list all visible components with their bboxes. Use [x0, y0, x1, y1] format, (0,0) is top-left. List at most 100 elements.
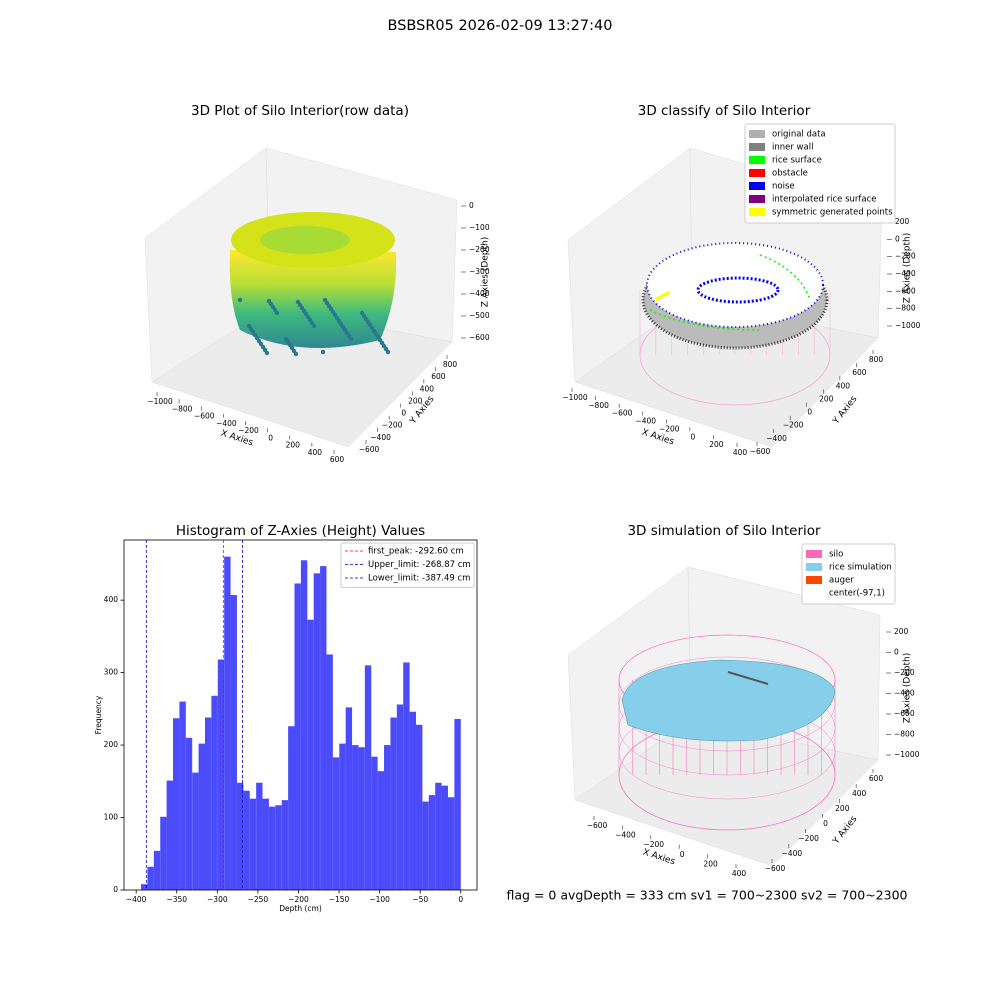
noise-cluster	[696, 276, 780, 304]
z-tick-label: −400	[895, 269, 916, 278]
legend-swatch	[749, 169, 765, 177]
bar	[307, 619, 314, 890]
point	[359, 310, 365, 316]
x-tick-label: 0	[680, 850, 685, 859]
z-tick-label: −300	[469, 267, 490, 276]
x-axis-label: X Axies	[641, 848, 676, 868]
z-tick-label: 200	[894, 627, 909, 636]
bar	[409, 711, 417, 890]
point-cloud-body	[229, 250, 397, 348]
x-tick-label: −200	[659, 424, 680, 433]
y-tick-label: −400	[766, 434, 787, 443]
bar	[236, 782, 244, 890]
x-tick-label: −800	[588, 401, 609, 410]
bar	[390, 717, 397, 890]
y-tick-label: −600	[765, 864, 786, 873]
axis-pane	[574, 299, 879, 448]
x-tick-label: −350	[166, 895, 187, 904]
point-cloud-hole	[260, 226, 350, 254]
z-tick-label: −500	[469, 311, 490, 320]
x-tick-label: 200	[709, 440, 724, 449]
z-tick-label: 200	[895, 217, 910, 226]
legend-label: noise	[772, 182, 795, 192]
bar	[192, 772, 199, 890]
z-tick-label: −1000	[894, 750, 920, 759]
y-tick-label: 600	[852, 368, 867, 377]
y-tick-label: −400	[782, 849, 803, 858]
bar	[288, 726, 295, 890]
bar	[211, 695, 218, 890]
x-tick-label: 200	[703, 859, 718, 868]
status-line: flag = 0 avgDepth = 333 cm sv1 = 700~230…	[507, 888, 908, 903]
chart-title: 3D Plot of Silo Interior(row data)	[191, 103, 409, 119]
bar	[224, 556, 231, 890]
bar	[447, 797, 455, 890]
bar	[141, 884, 148, 890]
legend-label: silo	[829, 550, 843, 560]
x-tick-label: −1000	[147, 397, 173, 406]
legend-label: first_peak: -292.60 cm	[368, 547, 464, 557]
legend-box	[744, 123, 896, 224]
bar	[454, 718, 461, 890]
y-tick-label: −400	[370, 433, 391, 442]
chart-title: 3D simulation of Silo Interior	[627, 523, 821, 539]
z-tick-label: −400	[469, 289, 490, 298]
z-tick-label: −200	[469, 245, 490, 254]
y-tick-label: 400	[852, 789, 867, 798]
z-tick-label: −200	[895, 252, 916, 261]
x-tick-label: −200	[288, 895, 309, 904]
point	[322, 297, 328, 303]
legend-label: Upper_limit: -268.87 cm	[368, 560, 471, 570]
x-tick-label: −300	[207, 895, 228, 904]
x-tick-label: −250	[248, 895, 269, 904]
suptitle: BSBSR05 2026-02-09 13:27:40	[388, 18, 613, 34]
y-tick-label: 400	[104, 595, 119, 604]
bar	[326, 654, 333, 890]
x-tick-label: −150	[329, 895, 350, 904]
point	[295, 299, 301, 305]
bar	[435, 782, 442, 890]
legend-label: interpolated rice surface	[772, 195, 877, 205]
y-tick-label: 800	[869, 355, 884, 364]
plot-frame	[123, 539, 478, 891]
point	[283, 336, 289, 342]
legend-label: Lower_limit: -387.49 cm	[368, 574, 470, 584]
x-tick-label: −400	[216, 419, 237, 428]
bar	[403, 662, 410, 890]
bar	[179, 701, 186, 890]
z-tick-label: −800	[894, 730, 915, 739]
legend-label: rice simulation	[829, 563, 892, 573]
x-tick-label: −800	[172, 404, 193, 413]
y-tick-label: 0	[113, 885, 118, 894]
x-tick-label: 400	[733, 448, 748, 457]
x-tick-label: −1000	[562, 393, 588, 402]
bar	[204, 717, 212, 890]
bar	[281, 800, 289, 890]
y-tick-label: 300	[104, 668, 119, 677]
x-tick-label: −50	[412, 895, 428, 904]
legend-label: auger	[829, 576, 854, 586]
bar	[416, 724, 423, 890]
legend-label: rice surface	[772, 156, 822, 166]
point	[246, 323, 252, 329]
bar	[364, 665, 372, 890]
z-axis-label: Z Axies (Depth)	[903, 653, 913, 724]
bar	[422, 801, 429, 890]
x-tick-label: 0	[690, 432, 695, 441]
x-tick-label: −200	[643, 840, 664, 849]
legend-swatch	[749, 156, 765, 164]
y-axis-label: Y Axies	[831, 814, 860, 847]
bar	[249, 798, 257, 890]
rice-bits	[649, 254, 811, 331]
legend-box	[801, 543, 896, 605]
x-tick-label: 200	[286, 441, 301, 450]
sym-bits	[654, 290, 671, 302]
x-tick-label: −400	[126, 895, 147, 904]
surface-top	[646, 242, 824, 328]
bar	[294, 583, 301, 890]
silo-ring	[618, 656, 836, 752]
x-tick-label: −400	[635, 417, 656, 426]
bar	[185, 737, 193, 890]
legend-swatch	[806, 550, 822, 558]
x-axis-label: Depth (cm)	[279, 904, 322, 913]
